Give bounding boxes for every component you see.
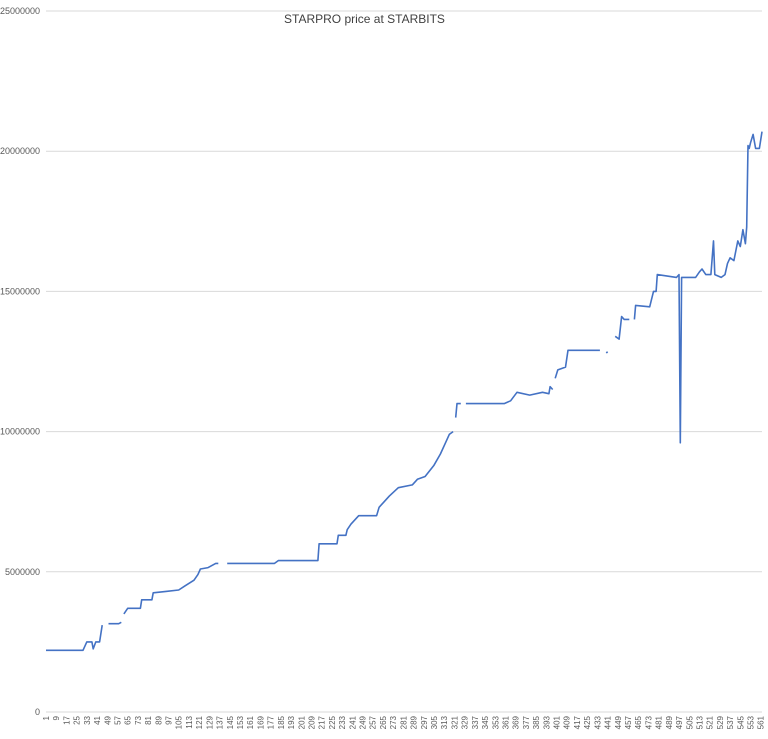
x-tick-label: 161 xyxy=(246,715,255,729)
x-tick-label: 129 xyxy=(205,715,214,729)
x-tick-label: 529 xyxy=(716,715,725,729)
y-tick-label: 25000000 xyxy=(0,6,40,16)
series-line-0 xyxy=(46,131,763,652)
x-tick-label: 441 xyxy=(604,715,613,729)
x-tick-label: 289 xyxy=(410,715,419,729)
x-tick-label: 105 xyxy=(175,715,184,729)
x-tick-label: 465 xyxy=(634,715,643,729)
x-tick-label: 361 xyxy=(501,715,510,729)
x-tick-label: 337 xyxy=(471,715,480,729)
x-tick-label: 249 xyxy=(359,715,368,729)
x-tick-label: 513 xyxy=(695,715,704,729)
x-tick-label: 185 xyxy=(277,715,286,729)
x-tick-label: 297 xyxy=(420,715,429,729)
x-tick-label: 385 xyxy=(532,715,541,729)
x-tick-label: 561 xyxy=(757,715,766,729)
x-tick-label: 417 xyxy=(573,715,582,729)
x-tick-label: 193 xyxy=(287,715,296,729)
x-tick-label: 33 xyxy=(83,715,92,724)
x-tick-label: 153 xyxy=(236,715,245,729)
x-tick-label: 265 xyxy=(379,715,388,729)
x-tick-label: 545 xyxy=(736,715,745,729)
x-tick-label: 65 xyxy=(124,715,133,724)
chart-title: STARPRO price at STARBITS xyxy=(284,12,445,26)
x-tick-label: 145 xyxy=(226,715,235,729)
y-axis-tick-labels: 0 5000000 10000000 15000000 20000000 25000000 xyxy=(0,6,40,717)
x-tick-label: 257 xyxy=(369,715,378,729)
x-tick-label: 433 xyxy=(593,715,602,729)
series-layer xyxy=(46,131,763,652)
x-tick-label: 393 xyxy=(542,715,551,729)
gridlines xyxy=(46,10,762,713)
x-tick-label: 505 xyxy=(685,715,694,729)
y-tick-label: 5000000 xyxy=(5,567,40,577)
x-tick-label: 321 xyxy=(450,715,459,729)
x-tick-label: 537 xyxy=(726,715,735,729)
x-tick-label: 49 xyxy=(103,715,112,724)
x-tick-label: 481 xyxy=(655,715,664,729)
x-tick-label: 169 xyxy=(256,715,265,729)
x-tick-label: 313 xyxy=(440,715,449,729)
x-tick-label: 177 xyxy=(267,715,276,729)
x-tick-label: 9 xyxy=(52,715,61,720)
x-tick-label: 457 xyxy=(624,715,633,729)
x-tick-label: 73 xyxy=(134,715,143,724)
x-tick-label: 41 xyxy=(93,715,102,724)
x-tick-label: 97 xyxy=(165,715,174,724)
x-tick-label: 1 xyxy=(42,715,51,720)
x-tick-label: 305 xyxy=(430,715,439,729)
x-tick-label: 369 xyxy=(512,715,521,729)
x-tick-label: 81 xyxy=(144,715,153,724)
y-tick-label: 15000000 xyxy=(0,286,40,296)
x-tick-label: 353 xyxy=(491,715,500,729)
y-tick-label: 20000000 xyxy=(0,146,40,156)
x-tick-label: 241 xyxy=(348,715,357,729)
x-tick-label: 401 xyxy=(553,715,562,729)
x-tick-label: 473 xyxy=(644,715,653,729)
x-tick-label: 233 xyxy=(338,715,347,729)
x-tick-label: 281 xyxy=(399,715,408,729)
x-tick-label: 209 xyxy=(307,715,316,729)
x-tick-label: 329 xyxy=(461,715,470,729)
x-tick-label: 521 xyxy=(706,715,715,729)
x-axis-tick-labels: 1 9 17 25 33 41 49 57 65 73 81 89 97 105 113 121 129 137 1… xyxy=(42,715,766,729)
x-tick-label: 217 xyxy=(318,715,327,729)
y-tick-label: 10000000 xyxy=(0,427,40,437)
x-tick-label: 489 xyxy=(665,715,674,729)
x-tick-label: 17 xyxy=(62,715,71,724)
x-tick-label: 121 xyxy=(195,715,204,729)
x-tick-label: 113 xyxy=(185,715,194,728)
x-tick-label: 57 xyxy=(113,715,122,724)
x-tick-label: 377 xyxy=(522,715,531,729)
x-tick-label: 89 xyxy=(154,715,163,724)
x-tick-label: 137 xyxy=(216,715,225,729)
x-tick-label: 345 xyxy=(481,715,490,729)
x-tick-label: 25 xyxy=(73,715,82,724)
x-tick-label: 497 xyxy=(675,715,684,729)
x-tick-label: 201 xyxy=(297,715,306,729)
x-tick-label: 449 xyxy=(614,715,623,729)
x-tick-label: 425 xyxy=(583,715,592,729)
x-tick-label: 273 xyxy=(389,715,398,729)
x-tick-label: 553 xyxy=(747,715,756,729)
y-tick-label: 0 xyxy=(35,707,40,717)
x-tick-label: 225 xyxy=(328,715,337,729)
x-tick-label: 409 xyxy=(563,715,572,729)
